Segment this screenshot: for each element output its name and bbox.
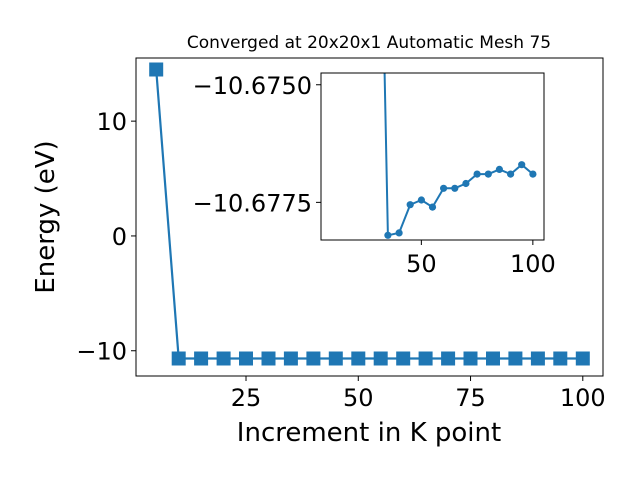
inset-point-95 <box>518 161 526 169</box>
main-point-30 <box>261 351 276 366</box>
main-point-50 <box>351 351 366 366</box>
main-point-70 <box>441 351 456 366</box>
main-point-10 <box>171 351 186 366</box>
inset-point-40 <box>395 229 403 237</box>
inset-point-50 <box>417 196 425 204</box>
inset-axes-frame <box>320 72 545 241</box>
main-y-tick-label: 10 <box>96 108 127 136</box>
main-point-35 <box>283 351 298 366</box>
main-chart: Converged at 20x20x1 Automatic Mesh 75 2… <box>31 33 606 448</box>
inset-point-90 <box>507 170 515 178</box>
inset-x-tick-label: 100 <box>510 250 556 278</box>
main-y-ticks: −10 0 10 <box>76 108 136 366</box>
inset-x-tick-label: 50 <box>406 250 437 278</box>
main-x-tick-label: 75 <box>455 384 486 412</box>
main-point-95 <box>553 351 568 366</box>
main-point-15 <box>194 351 209 366</box>
inset-point-75 <box>473 170 481 178</box>
inset-point-85 <box>495 165 503 173</box>
inset-point-55 <box>428 203 437 211</box>
main-x-tick-label: 50 <box>343 384 374 412</box>
y-axis-label: Energy (eV) <box>31 140 61 293</box>
main-point-5 <box>149 62 164 77</box>
main-point-60 <box>396 351 411 366</box>
inset-point-60 <box>440 184 448 192</box>
main-x-tick-label: 100 <box>560 384 606 412</box>
main-series <box>149 62 590 366</box>
main-point-25 <box>239 351 253 366</box>
inset-point-35 <box>384 231 392 239</box>
inset-series <box>383 72 537 239</box>
main-x-tick-label: 25 <box>231 384 262 412</box>
inset-point-45 <box>406 201 414 209</box>
inset-y-tick-label: −10.6750 <box>193 72 312 100</box>
x-axis-label: Increment in K point <box>237 418 501 448</box>
main-point-80 <box>486 351 500 366</box>
main-point-90 <box>530 351 545 366</box>
inset-point-100 <box>529 170 537 178</box>
main-point-55 <box>373 351 388 366</box>
inset-chart: 50 100 −10.6775 −10.6750 <box>193 72 556 278</box>
main-point-75 <box>463 351 478 366</box>
inset-y-ticks: −10.6775 −10.6750 <box>193 72 321 217</box>
main-point-20 <box>216 351 231 366</box>
main-axes-frame <box>135 57 604 377</box>
main-point-100 <box>575 351 590 366</box>
main-x-ticks: 25 50 75 100 <box>231 376 606 412</box>
main-y-tick-label: −10 <box>76 338 127 366</box>
inset-point-80 <box>484 170 492 178</box>
main-point-40 <box>306 351 321 366</box>
inset-x-ticks: 50 100 <box>406 240 556 278</box>
chart-title: Converged at 20x20x1 Automatic Mesh 75 <box>187 33 551 53</box>
inset-point-70 <box>462 179 470 188</box>
main-point-85 <box>508 351 523 366</box>
main-point-65 <box>418 351 433 366</box>
inset-y-tick-label: −10.6775 <box>193 189 312 217</box>
main-y-tick-label: 0 <box>112 223 127 251</box>
inset-point-65 <box>451 184 459 192</box>
inset-background <box>321 73 544 240</box>
main-point-45 <box>328 351 343 366</box>
